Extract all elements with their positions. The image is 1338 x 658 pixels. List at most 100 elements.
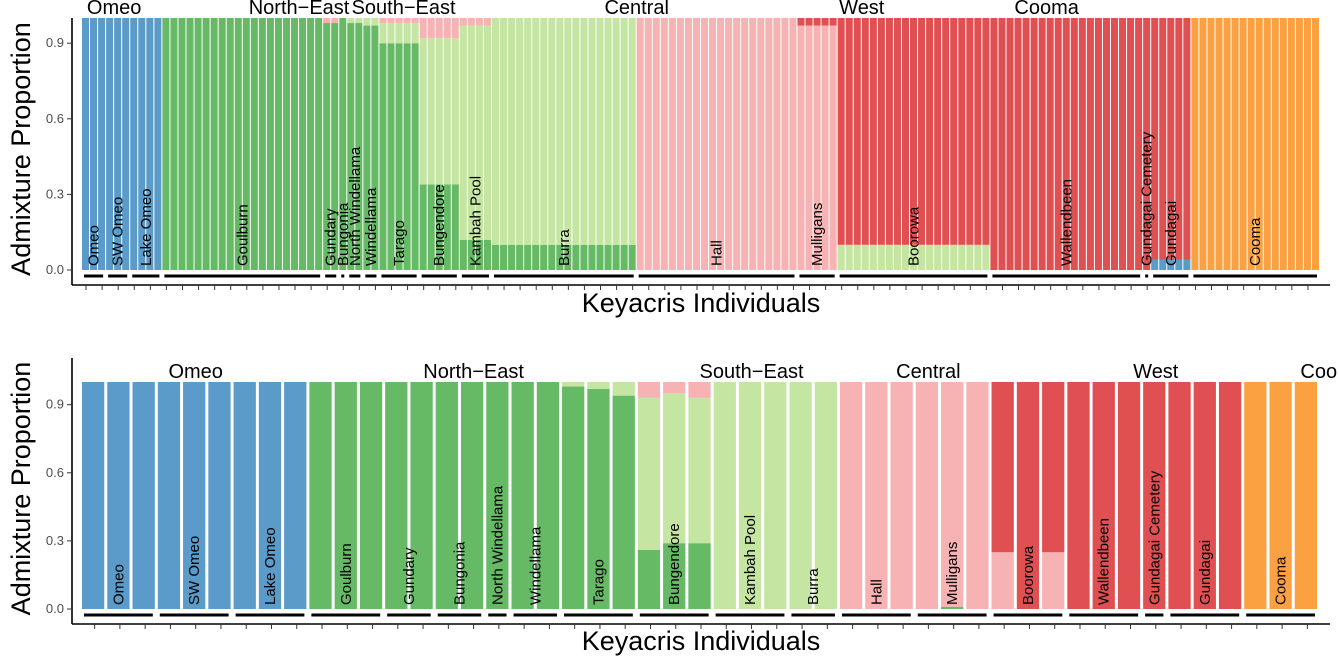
bar-segment (966, 18, 974, 245)
bar-segment (612, 382, 635, 396)
bar-segment (387, 18, 395, 24)
bar-segment (331, 23, 339, 270)
y-tick-label: 0.9 (46, 397, 64, 412)
bar-segment (757, 18, 765, 270)
bar-segment (612, 244, 620, 270)
bar-segment (562, 382, 585, 387)
bar-segment (556, 18, 564, 245)
bar-segment (138, 18, 146, 270)
bar-segment (435, 38, 443, 185)
bar-segment (926, 244, 934, 270)
region-label-north-east: North−East (249, 0, 350, 19)
bar-segment (1022, 18, 1030, 270)
bar-segment (460, 382, 484, 609)
bar-segment (596, 244, 604, 270)
bar-segment (741, 18, 749, 270)
population-label-north-windellama: North Windellama (347, 146, 364, 266)
bar-segment (1218, 382, 1242, 609)
bar-segment (562, 386, 585, 609)
bar-segment (508, 18, 516, 245)
bar-segment (915, 382, 939, 609)
population-label-omeo: Omeo (110, 564, 127, 605)
bar-segment (918, 244, 926, 270)
bar-segment (861, 244, 869, 270)
bar-segment (877, 18, 885, 245)
bar-segment (435, 382, 458, 609)
bar-segment (572, 244, 580, 270)
bar-segment (132, 382, 155, 609)
bar-segment (1168, 382, 1191, 609)
bar-segment (210, 18, 218, 270)
population-label-gundary: Gundary (323, 208, 340, 266)
region-label-north-east: North−East (423, 361, 524, 383)
bar-segment (829, 18, 837, 26)
bar-segment (814, 382, 837, 609)
bar-segment (564, 244, 572, 270)
bar-segment (1191, 18, 1199, 270)
bar-segment (1287, 18, 1295, 270)
population-label-sw-omeo: SW Omeo (186, 536, 203, 605)
bar-segment (435, 184, 443, 270)
population-label-goulburn: Goulburn (234, 204, 251, 266)
bar-segment (1159, 18, 1167, 260)
bar-segment (865, 382, 888, 609)
bar-segment (587, 382, 610, 389)
bar-segment (688, 397, 711, 544)
population-label-gundagai: Gundagai (1197, 540, 1214, 605)
bar-segment (1042, 382, 1065, 553)
bar-segment (1239, 18, 1247, 270)
bar-segment (991, 552, 1014, 609)
population-label-cooma: Cooma (1247, 217, 1264, 266)
bar-segment (258, 382, 282, 609)
population-label-lake-omeo: Lake Omeo (138, 188, 155, 266)
bar-segment (291, 18, 299, 270)
bar-segment (1303, 18, 1311, 270)
bar-segment (385, 382, 408, 609)
bar-segment (419, 38, 427, 185)
bar-segment (1135, 18, 1143, 270)
population-label-kambah-pool: Kambah Pool (467, 176, 484, 266)
bar-segment (242, 18, 250, 270)
bar-segment (122, 18, 130, 270)
bar-segment (877, 244, 885, 270)
bar-segment (789, 382, 812, 609)
bar-segment (901, 244, 910, 270)
bar-segment (107, 382, 130, 609)
bar-segment (713, 382, 736, 609)
bar-segment (1294, 382, 1317, 609)
bar-segment (588, 244, 596, 270)
bar-segment (467, 18, 475, 26)
y-tick-label: 0.3 (46, 533, 64, 548)
bar-segment (837, 18, 845, 245)
bar-segment (958, 18, 966, 245)
bar-segment (1062, 18, 1070, 270)
bar-segment (966, 382, 989, 609)
bar-segment (1143, 18, 1151, 270)
bar-segment (427, 184, 435, 270)
bar-segment (540, 18, 548, 245)
bar-segment (974, 18, 982, 245)
bar-segment (106, 18, 114, 270)
region-label-south-east: South−East (700, 361, 804, 383)
bar-segment (1016, 382, 1040, 609)
bar-segment (1046, 18, 1054, 270)
bar-segment (717, 18, 725, 270)
bar-segment (339, 18, 347, 270)
admixture-panel-1: 0.0 0.3 0.6 0.9 Omeo SW Omeo Lake Omeo Goulburn… (6, 0, 1330, 318)
bar-segment (1255, 18, 1263, 270)
bar-segment (467, 25, 475, 240)
bar-segment (1231, 18, 1239, 270)
population-label-wallendbeen: Wallendbeen (1058, 179, 1075, 266)
bar-segment (692, 18, 700, 270)
admixture-panel-2: 0.0 0.3 0.6 0.9 Omeo SW Omeo Lake Omeo Goulburn… (6, 358, 1338, 656)
bar-segment (157, 382, 181, 609)
population-label-windellama: Windellama (363, 187, 380, 266)
bar-segment (347, 18, 355, 24)
bar-segment (588, 18, 596, 245)
bar-segment (395, 23, 403, 44)
bar-segment (387, 43, 395, 271)
population-label-bungendore: Bungendore (431, 184, 448, 266)
bar-segment (628, 18, 636, 245)
bar-segment (443, 184, 451, 270)
bar-segment (688, 543, 711, 609)
